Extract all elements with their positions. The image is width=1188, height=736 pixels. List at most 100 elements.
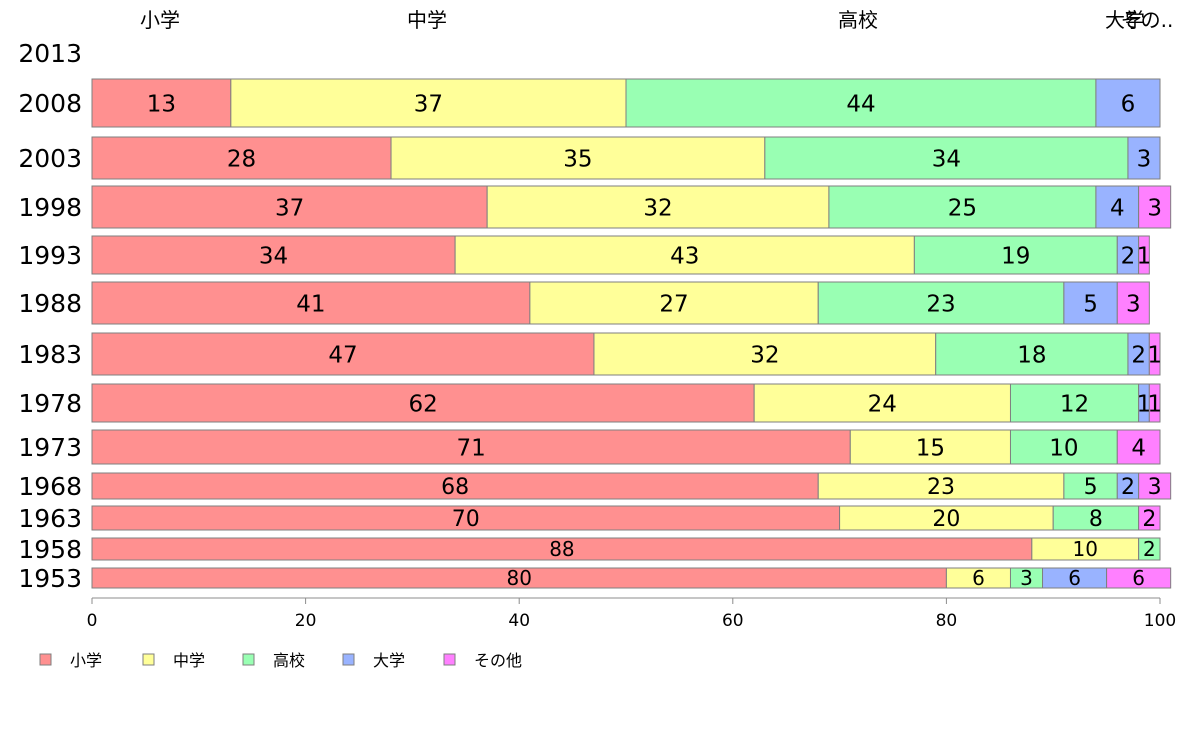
data-label-1963-0: 70: [452, 507, 480, 532]
bar-1963-4: [1138, 505, 1161, 531]
bar-1968-2: [1063, 472, 1118, 500]
data-label-2008-1: 37: [414, 91, 443, 117]
data-label-1998-2: 25: [948, 195, 977, 221]
bar-1973-4: [1116, 429, 1161, 465]
bar-1973-2: [1009, 429, 1118, 465]
data-label-1993-0: 34: [259, 243, 288, 269]
top-label-3: 大学: [1105, 8, 1145, 32]
year-label-1983: 1983: [18, 340, 82, 369]
bar-1998-4: [1138, 185, 1172, 229]
x-tick-label-80: 80: [936, 611, 958, 631]
x-tick-label-60: 60: [722, 611, 744, 631]
legend: 小学 中学 高校 大学 その他: [39, 651, 522, 670]
bar-1988-1: [529, 281, 819, 325]
data-label-1978-1: 24: [868, 391, 897, 417]
year-label-1988: 1988: [18, 289, 82, 318]
bar-1983-0: [91, 332, 595, 376]
data-label-1953-4: 6: [1132, 566, 1145, 590]
data-label-2003-3: 3: [1137, 146, 1152, 172]
bar-2003-0: [91, 136, 392, 180]
data-label-1983-4: 1: [1147, 342, 1162, 368]
data-label-1978-0: 62: [408, 391, 437, 417]
data-label-1968-4: 3: [1148, 475, 1162, 500]
year-label-1968: 1968: [18, 472, 82, 501]
bar-1978-1: [753, 383, 1011, 423]
bar-1983-1: [593, 332, 937, 376]
data-label-1988-2: 23: [926, 291, 955, 317]
data-label-1988-4: 3: [1126, 291, 1141, 317]
data-label-1973-0: 71: [456, 435, 485, 461]
bar-2008-1: [230, 78, 627, 128]
bar-1953-4: [1106, 567, 1172, 589]
legend-label-0: 小学: [70, 651, 102, 670]
year-label-2003: 2003: [18, 144, 82, 173]
bar-2003-3: [1127, 136, 1161, 180]
top-label-1: 中学: [407, 8, 447, 32]
data-label-1953-1: 6: [972, 566, 985, 590]
data-label-2003-0: 28: [227, 146, 256, 172]
data-label-1973-4: 4: [1131, 435, 1146, 461]
legend-label-2: 高校: [273, 651, 305, 670]
data-label-1963-2: 8: [1089, 507, 1103, 532]
data-label-1973-2: 10: [1049, 435, 1078, 461]
data-label-2003-2: 34: [932, 146, 961, 172]
year-label-2008: 2008: [18, 89, 82, 118]
data-label-1978-4: 1: [1147, 391, 1162, 417]
year-label-2013: 2013: [18, 39, 82, 68]
legend-label-3: 大学: [373, 651, 405, 670]
bar-1983-4: [1148, 332, 1161, 376]
year-label-1998: 1998: [18, 193, 82, 222]
top-label-2: 高校: [838, 8, 878, 32]
bar-1988-0: [91, 281, 531, 325]
data-label-1998-0: 37: [275, 195, 304, 221]
data-label-2003-1: 35: [563, 146, 592, 172]
x-tick-label-100: 100: [1144, 611, 1176, 631]
data-label-1953-3: 6: [1068, 566, 1081, 590]
bar-1993-2: [913, 235, 1118, 275]
data-label-1968-0: 68: [441, 475, 469, 500]
data-label-1953-2: 3: [1020, 566, 1033, 590]
bar-1988-2: [817, 281, 1065, 325]
data-label-1958-1: 10: [1073, 537, 1098, 561]
data-label-1953-0: 80: [506, 566, 531, 590]
data-label-1963-4: 2: [1142, 507, 1156, 532]
data-label-2008-0: 13: [147, 91, 176, 117]
bar-2003-1: [390, 136, 766, 180]
x-tick-label-0: 0: [87, 611, 98, 631]
data-label-1968-2: 5: [1084, 475, 1098, 500]
legend-swatch-4: [443, 653, 456, 666]
data-label-1983-1: 32: [750, 342, 779, 368]
data-label-1998-4: 3: [1147, 195, 1162, 221]
year-label-1973: 1973: [18, 433, 82, 462]
year-label-1963: 1963: [18, 504, 82, 533]
bar-1993-4: [1138, 235, 1150, 275]
data-label-1958-0: 88: [549, 537, 574, 561]
bar-1978-0: [91, 383, 755, 423]
bar-1998-0: [91, 185, 488, 229]
data-label-1993-2: 19: [1001, 243, 1030, 269]
bar-2008-3: [1095, 78, 1161, 128]
bar-2003-2: [764, 136, 1129, 180]
data-label-1983-2: 18: [1017, 342, 1046, 368]
x-tick-label-20: 20: [295, 611, 317, 631]
data-label-1988-0: 41: [296, 291, 325, 317]
data-label-1993-3: 2: [1121, 243, 1136, 269]
bar-1988-4: [1116, 281, 1150, 325]
legend-swatch-0: [39, 653, 52, 666]
top-label-0: 小学: [140, 8, 180, 32]
data-label-1973-1: 15: [916, 435, 945, 461]
bar-1978-2: [1009, 383, 1140, 423]
year-label-1958: 1958: [18, 535, 82, 564]
data-label-1988-1: 27: [659, 291, 688, 317]
data-label-1978-3: 1: [1137, 391, 1152, 417]
data-label-1963-1: 20: [932, 507, 960, 532]
bar-2008-0: [91, 78, 232, 128]
legend-label-1: 中学: [173, 651, 205, 670]
legend-swatch-1: [142, 653, 155, 666]
data-label-1998-1: 32: [643, 195, 672, 221]
legend-swatch-3: [342, 653, 355, 666]
data-label-1998-3: 4: [1110, 195, 1125, 221]
bar-1968-4: [1138, 472, 1172, 500]
